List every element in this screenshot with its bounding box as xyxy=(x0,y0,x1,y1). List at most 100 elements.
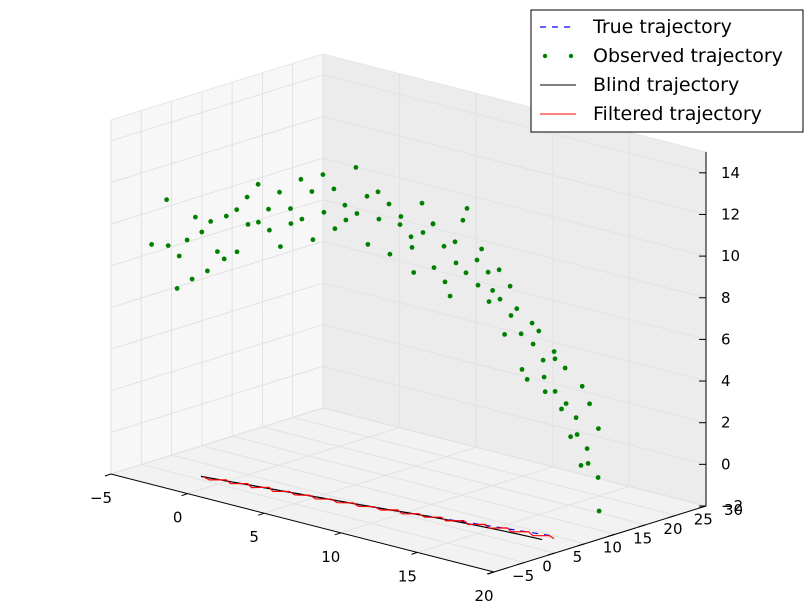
legend-item-filtered: Filtered trajectory xyxy=(540,103,762,125)
z-tick-label-3: 4 xyxy=(721,372,731,390)
observed-trajectory-point-64 xyxy=(507,283,513,289)
grid-z-left-1 xyxy=(110,365,324,433)
y-tick-label-4: 15 xyxy=(633,529,652,547)
observed-trajectory-point-81 xyxy=(596,508,602,514)
grid-z-back-6 xyxy=(322,157,707,257)
observed-trajectory-point-51 xyxy=(431,265,437,270)
grid-z-back-5 xyxy=(322,199,707,299)
x-tick-label-4: 15 xyxy=(398,567,417,585)
observed-trajectory-point-66 xyxy=(518,331,524,337)
observed-trajectory-point-9 xyxy=(208,219,214,224)
x-tick-label-2: 5 xyxy=(249,528,259,546)
observed-trajectory-point-42 xyxy=(386,201,392,207)
observed-trajectory-point-46 xyxy=(408,234,414,240)
observed-trajectory-point-35 xyxy=(343,217,349,223)
grid-y-floor-1 xyxy=(141,464,525,564)
x-tick-1 xyxy=(181,493,188,497)
legend-item-blind: Blind trajectory xyxy=(540,74,739,96)
observed-trajectory-point-24 xyxy=(288,206,293,212)
legend-item-true: True trajectory xyxy=(540,16,732,38)
y-tick-label-3: 10 xyxy=(603,539,622,557)
observed-trajectory-point-91 xyxy=(524,377,530,382)
observed-trajectory-point-83 xyxy=(587,401,592,407)
y-tick-label-2: 5 xyxy=(573,548,583,566)
y-tick-label-0: −5 xyxy=(512,567,534,585)
observed-trajectory-point-2 xyxy=(165,243,171,249)
legend-label-filtered: Filtered trajectory xyxy=(593,103,762,125)
observed-trajectory-point-56 xyxy=(463,270,469,276)
observed-trajectory-point-75 xyxy=(563,401,569,406)
left-wall-pane xyxy=(110,53,324,475)
y-tick-2 xyxy=(547,552,555,556)
observed-trajectory-point-4 xyxy=(174,286,180,291)
observed-trajectory-point-0 xyxy=(149,242,155,247)
observed-trajectory-point-29 xyxy=(310,237,316,243)
observed-trajectory-point-25 xyxy=(288,221,294,227)
observed-trajectory-point-27 xyxy=(299,216,305,222)
grid-z-left-7 xyxy=(110,115,324,183)
y-tick-6 xyxy=(668,514,676,518)
observed-trajectory-point-99 xyxy=(411,270,417,275)
grid-x-floor-1 xyxy=(187,427,400,495)
observed-trajectory-point-97 xyxy=(447,293,453,299)
observed-trajectory-point-23 xyxy=(278,244,283,250)
observed-trajectory-point-70 xyxy=(540,357,546,363)
observed-trajectory-point-11 xyxy=(215,249,220,255)
observed-trajectory-point-33 xyxy=(332,226,338,232)
x-tick-4 xyxy=(411,551,418,555)
observed-trajectory-point-61 xyxy=(486,299,492,304)
legend-label-blind: Blind trajectory xyxy=(593,74,739,96)
observed-trajectory-point-44 xyxy=(397,222,403,228)
observed-trajectory-point-6 xyxy=(193,214,198,220)
grid-z-left-4 xyxy=(110,240,324,308)
observed-trajectory-point-68 xyxy=(529,320,535,326)
filtered-trajectory-line xyxy=(202,476,555,540)
observed-trajectory-point-26 xyxy=(298,176,304,182)
observed-trajectory-point-43 xyxy=(387,251,393,257)
grid-y-floor-3 xyxy=(201,445,585,545)
observed-trajectory-point-16 xyxy=(244,194,250,200)
observed-trajectory-point-63 xyxy=(497,296,503,302)
observed-trajectory-point-98 xyxy=(430,221,436,227)
observed-trajectory-point-36 xyxy=(353,165,359,170)
z-tick-label-5: 8 xyxy=(721,289,731,307)
observed-trajectory-point-3 xyxy=(176,253,182,259)
x-axis-line xyxy=(110,473,495,573)
observed-trajectory-point-8 xyxy=(199,229,205,235)
observed-trajectory-point-12 xyxy=(223,213,229,219)
grid-z-left-2 xyxy=(110,324,324,392)
observed-trajectory-point-65 xyxy=(508,313,514,318)
y-tick-label-6: 25 xyxy=(694,510,713,528)
observed-trajectory-point-53 xyxy=(442,279,448,285)
observed-trajectory-point-31 xyxy=(321,209,327,215)
observed-trajectory-point-21 xyxy=(267,227,272,233)
observed-trajectory-point-73 xyxy=(552,389,558,394)
observed-trajectory-point-40 xyxy=(375,189,381,195)
observed-trajectory-point-37 xyxy=(354,211,360,216)
observed-trajectory-point-7 xyxy=(189,276,195,282)
tick-marks xyxy=(104,172,707,575)
legend-label-observed: Observed trajectory xyxy=(593,45,783,67)
observed-trajectory-point-72 xyxy=(551,349,557,354)
observed-trajectory-point-41 xyxy=(376,216,382,222)
observed-trajectory-point-30 xyxy=(320,172,326,178)
observed-trajectory-point-62 xyxy=(496,267,502,273)
observed-trajectory-point-14 xyxy=(234,207,240,213)
legend-item-observed: Observed trajectory xyxy=(542,45,783,67)
observed-trajectory-point-49 xyxy=(420,230,426,235)
observed-trajectory-point-84 xyxy=(578,463,584,468)
x-tick-0 xyxy=(104,473,112,477)
z-tick-label-1: 0 xyxy=(721,455,731,473)
observed-trajectory-point-1 xyxy=(164,197,170,203)
observed-trajectory-point-47 xyxy=(409,245,415,250)
legend-swatch-observed-dot-2 xyxy=(568,53,574,59)
observed-trajectory-point-19 xyxy=(256,219,261,225)
grid-x-floor-3 xyxy=(340,466,553,534)
grid-y-floor-2 xyxy=(171,454,555,554)
observed-trajectory-point-34 xyxy=(342,202,348,208)
observed-trajectory-point-94 xyxy=(490,288,495,293)
y-tick-4 xyxy=(608,533,616,537)
grid-z-back-8 xyxy=(322,74,707,174)
grid-y-floor-6 xyxy=(292,416,676,516)
observed-trajectory-point-79 xyxy=(585,461,591,466)
